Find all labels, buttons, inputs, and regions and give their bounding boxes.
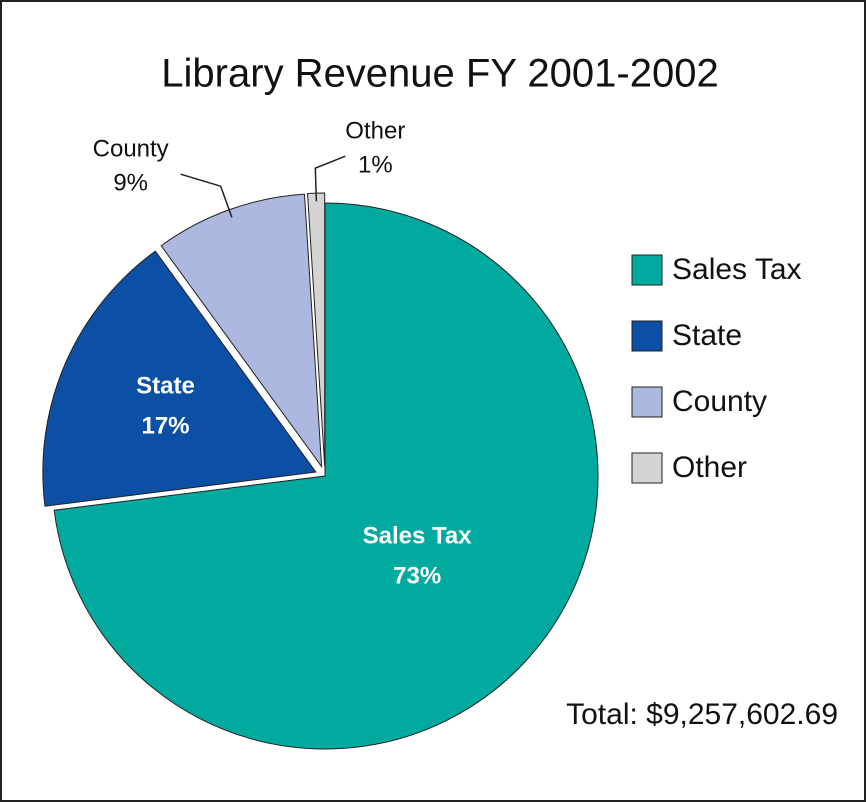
- slice-label: County: [93, 136, 169, 163]
- legend-label: State: [672, 319, 742, 352]
- legend-label: Sales Tax: [672, 253, 802, 286]
- pie-slice: [53, 202, 599, 750]
- slice-label: Other: [345, 117, 405, 144]
- leader-line: [314, 155, 346, 202]
- chart-title: Library Revenue FY 2001-2002: [161, 52, 718, 96]
- legend-swatch: [631, 386, 663, 418]
- slice-label: Sales Tax: [363, 523, 473, 550]
- leader-line: [180, 173, 233, 218]
- legend-label: County: [672, 385, 767, 418]
- legend-swatch: [631, 254, 663, 286]
- slice-label: State: [136, 372, 195, 399]
- legend-swatch: [631, 452, 663, 484]
- slice-value-label: 17%: [141, 412, 189, 439]
- slice-value-label: 1%: [358, 151, 393, 178]
- slice-value-label: 73%: [393, 563, 441, 590]
- pie-slice: [42, 250, 317, 507]
- legend-swatch: [631, 320, 663, 352]
- total-annotation: Total: $9,257,602.69: [566, 698, 838, 731]
- slice-value-label: 9%: [113, 170, 148, 197]
- legend-label: Other: [672, 451, 747, 484]
